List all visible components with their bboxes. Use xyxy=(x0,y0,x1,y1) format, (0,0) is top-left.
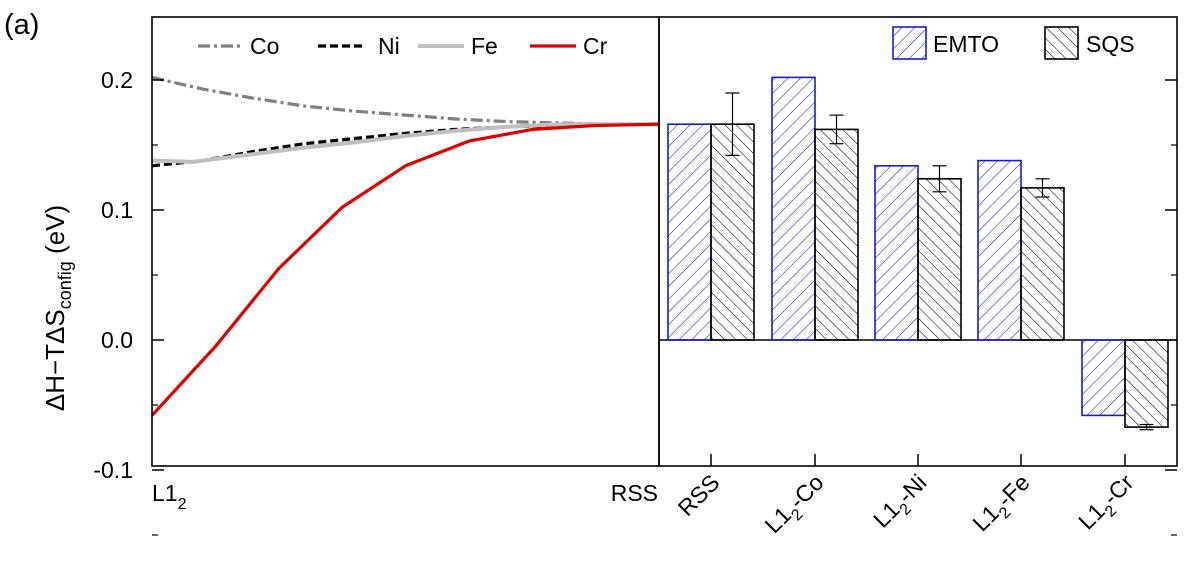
line-series-group xyxy=(150,75,660,417)
y-axis-label-main: ΔH−TΔS xyxy=(40,309,70,411)
bar-sqs xyxy=(710,123,755,341)
bar-emto xyxy=(874,165,919,341)
category-label-main: RSS xyxy=(673,469,725,521)
bar-sqs xyxy=(1020,187,1065,341)
y-tick-label: 0.1 xyxy=(101,197,133,223)
category-label-main: L1 xyxy=(1073,498,1109,534)
bar-sqs xyxy=(1124,339,1169,428)
y-tick-labels: 0.2 0.1 0.0 -0.1 xyxy=(93,67,133,483)
bar-emto xyxy=(771,76,816,341)
line-panel-ticks xyxy=(152,79,164,536)
category-label: L12-Cr xyxy=(1073,469,1143,539)
bar-sqs xyxy=(917,178,962,341)
legend-label-cr: Cr xyxy=(583,33,608,59)
line-series-co xyxy=(151,75,659,126)
y-axis-label-unit: (eV) xyxy=(40,205,70,261)
panel-label: (a) xyxy=(4,9,39,41)
legend-label-fe: Fe xyxy=(471,33,498,59)
bar-panel: RSS L12-Co L12-Ni L12-Fe L12-Cr EMTO SQS xyxy=(658,16,1178,542)
category-label: RSS xyxy=(673,469,725,521)
legend-swatch-sqs xyxy=(1044,26,1079,60)
x-label-right: RSS xyxy=(611,480,658,506)
x-label-left-main: L1 xyxy=(152,480,178,506)
line-series-cr xyxy=(150,122,660,417)
category-label-main: L1 xyxy=(868,496,904,532)
bar-emto xyxy=(1081,339,1126,417)
bar-group xyxy=(667,76,1169,431)
line-panel-frame xyxy=(151,16,660,467)
line-series-ni xyxy=(151,122,659,168)
line-series-fe xyxy=(151,122,659,164)
legend-label-sqs: SQS xyxy=(1086,31,1135,57)
x-label-left-sub: 2 xyxy=(178,496,187,513)
category-label-tail: -Fe xyxy=(992,469,1035,512)
legend-label-ni: Ni xyxy=(378,33,400,59)
category-label-tail: -Cr xyxy=(1098,469,1139,510)
category-label: L12-Co xyxy=(760,469,833,542)
legend-label-emto: EMTO xyxy=(933,31,999,57)
y-tick-label: 0.0 xyxy=(101,327,133,353)
category-label-main: L1 xyxy=(967,500,1003,536)
legend-label-co: Co xyxy=(250,33,279,59)
category-labels: RSS L12-Co L12-Ni L12-Fe L12-Cr xyxy=(673,469,1143,542)
y-axis-label-sub: config xyxy=(55,261,75,309)
y-tick-label: -0.1 xyxy=(93,457,133,483)
y-axis-label: ΔH−TΔSconfig (eV) xyxy=(40,205,75,411)
category-label: L12-Ni xyxy=(868,469,936,537)
legend-swatch-emto xyxy=(892,26,927,60)
category-label-tail: -Ni xyxy=(892,469,931,508)
line-panel: Co Ni Fe Cr L12 RSS xyxy=(150,16,660,536)
category-label: L12-Fe xyxy=(967,469,1038,540)
bar-emto xyxy=(667,123,712,341)
category-label-main: L1 xyxy=(760,502,796,538)
bar-sqs xyxy=(814,128,859,341)
x-label-left: L12 xyxy=(152,480,187,513)
bar-panel-ticks xyxy=(710,79,1177,536)
y-tick-label: 0.2 xyxy=(101,67,133,93)
bar-emto xyxy=(977,159,1022,341)
bar-legend: EMTO SQS xyxy=(892,26,1135,60)
line-legend: Co Ni Fe Cr xyxy=(198,33,608,59)
category-label-tail: -Co xyxy=(784,469,829,514)
